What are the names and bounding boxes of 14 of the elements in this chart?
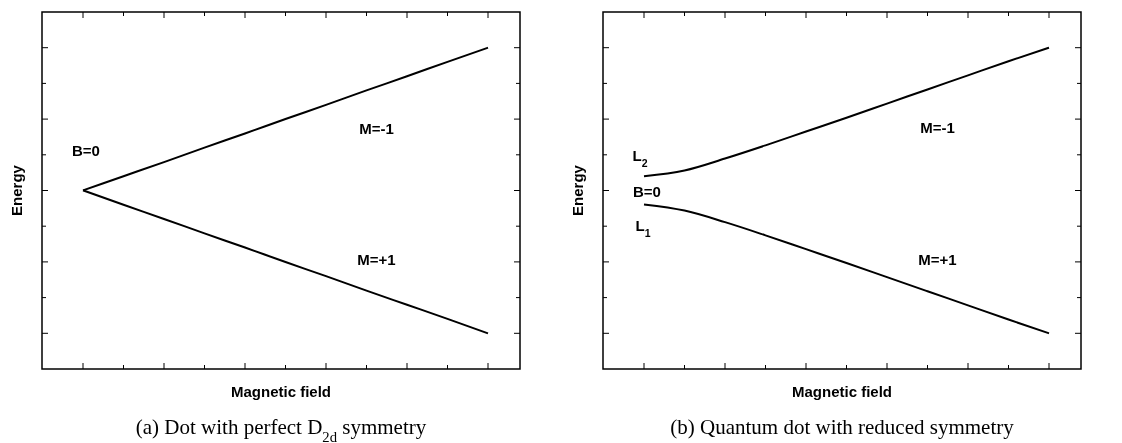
series-label: M=-1 [359,120,394,138]
y-axis-title: Energy [569,164,586,216]
text: (a) Dot with perfect D$_{2d}$ symmetry [135,415,427,443]
annotation: L$_{1}$ [635,217,651,239]
annotation: B=0 [633,183,661,200]
annotation: B=0 [72,142,100,159]
series-label: M=-1 [920,119,955,137]
text: (b) Quantum dot with reduced symmetry [670,415,1015,439]
series-label: M=+1 [918,251,957,269]
y-axis-title: Energy [8,164,25,216]
series-label: M=+1 [357,250,396,268]
x-axis-title: Magnetic field [230,383,332,400]
x-axis-title: Magnetic field [791,383,893,400]
annotation: L$_{2}$ [632,147,648,169]
